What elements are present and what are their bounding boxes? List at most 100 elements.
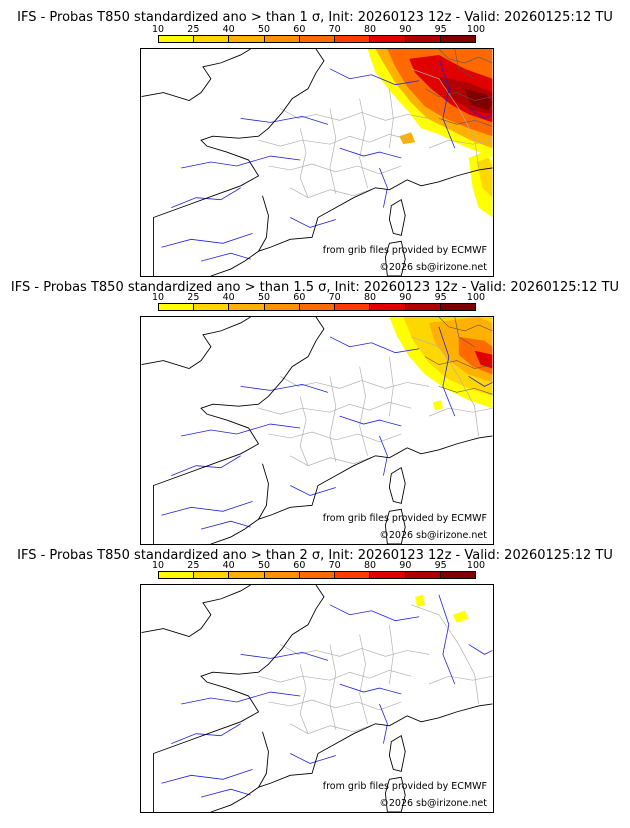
river xyxy=(161,768,253,784)
isoline xyxy=(438,49,493,64)
isoline xyxy=(454,317,475,347)
river xyxy=(438,326,456,417)
region-border xyxy=(299,128,309,198)
colorbar-tick-label: 70 xyxy=(328,560,341,571)
colorbar-segment xyxy=(299,36,336,42)
coastline-corsica xyxy=(388,466,406,504)
river xyxy=(200,252,251,262)
probability-area xyxy=(476,158,493,198)
colorbar-segment xyxy=(335,304,371,310)
region-border xyxy=(290,723,376,735)
coastline xyxy=(210,786,259,812)
region-border xyxy=(329,644,337,730)
region-border xyxy=(280,108,430,121)
region-border xyxy=(411,604,479,704)
colorbar-tick-label: 25 xyxy=(187,24,200,35)
colorbar-tick-label: 90 xyxy=(399,292,412,303)
coastline xyxy=(152,317,325,544)
colorbar-tick-label: 80 xyxy=(363,560,377,571)
isoline xyxy=(424,356,493,369)
copyright-credit: ©2026 sb@irizone.net xyxy=(379,798,487,809)
region-border xyxy=(299,664,309,734)
colorbar-ticks: 10 25 40 50 60 70 80 90 95 100 xyxy=(152,560,485,571)
region-border xyxy=(280,644,430,657)
colorbar-segment xyxy=(159,304,195,310)
river xyxy=(468,644,493,655)
coastline xyxy=(141,585,251,638)
colorbar-tick-label: 40 xyxy=(222,24,235,35)
probability-area xyxy=(399,132,416,145)
river xyxy=(171,455,241,476)
panel-2: IFS - Probas T850 standardized ano > tha… xyxy=(0,270,630,546)
river xyxy=(200,788,251,798)
river xyxy=(181,423,301,437)
colorbar-tick-label: 90 xyxy=(399,24,412,35)
river xyxy=(290,753,336,764)
colorbar-segment xyxy=(194,36,230,42)
river xyxy=(161,232,253,248)
panel-3: IFS - Probas T850 standardized ano > tha… xyxy=(0,538,630,828)
coastline xyxy=(257,435,493,521)
region-border xyxy=(411,336,479,436)
region-border xyxy=(258,669,412,683)
river xyxy=(339,683,402,695)
region-border xyxy=(258,401,412,415)
colorbar-segment xyxy=(370,304,406,310)
colorbar-tick-label: 25 xyxy=(187,560,200,571)
river xyxy=(329,604,420,622)
region-border xyxy=(290,187,376,199)
source-credit: from grib files provided by ECMWF xyxy=(322,245,487,256)
probability-map: from grib files provided by ECMWF ©2026 … xyxy=(140,48,494,277)
colorbar-tick-label: 60 xyxy=(293,24,306,35)
probability-area xyxy=(474,350,493,369)
coastline xyxy=(152,49,325,276)
colorbar-segment xyxy=(194,304,230,310)
region-border xyxy=(428,407,493,417)
region-border xyxy=(268,163,402,175)
coastline xyxy=(152,585,325,812)
colorbar-segment xyxy=(405,572,441,578)
river xyxy=(468,376,493,387)
colorbar-tick-label: 10 xyxy=(151,560,165,571)
colorbar-tick-label: 90 xyxy=(399,560,412,571)
colorbar xyxy=(158,35,476,43)
colorbar-segment xyxy=(370,572,406,578)
river xyxy=(240,651,329,661)
colorbar-tick-label: 60 xyxy=(293,292,306,303)
panel-title: IFS - Probas T850 standardized ano > tha… xyxy=(17,548,613,563)
colorbar-segment xyxy=(229,572,265,578)
coastline-sardinia xyxy=(384,508,406,544)
coastline xyxy=(210,250,259,276)
colorbar-segment xyxy=(370,36,406,42)
river xyxy=(329,68,420,86)
river xyxy=(438,594,456,685)
probability-map: from grib files provided by ECMWF ©2026 … xyxy=(140,584,494,813)
region-border xyxy=(359,98,368,188)
colorbar-tick-label: 50 xyxy=(257,292,271,303)
coastline xyxy=(257,167,493,253)
colorbar-segment xyxy=(299,304,336,310)
colorbar-tick-label: 95 xyxy=(434,560,447,571)
colorbar-segment xyxy=(194,572,230,578)
region-border xyxy=(428,139,493,149)
region-border xyxy=(411,68,479,168)
copyright-credit: ©2026 sb@irizone.net xyxy=(379,262,487,273)
region-border xyxy=(389,356,394,417)
colorbar-segment xyxy=(440,36,475,42)
river xyxy=(181,691,301,705)
colorbar-tick-label: 40 xyxy=(222,292,235,303)
coastline xyxy=(210,518,259,544)
colorbar-ticks: 10 25 40 50 60 70 80 90 95 100 xyxy=(152,24,485,35)
region-border xyxy=(280,376,430,389)
region-border xyxy=(268,699,402,711)
colorbar-tick-label: 95 xyxy=(434,24,447,35)
isoline xyxy=(438,386,493,395)
region-border xyxy=(428,675,493,685)
river xyxy=(339,415,402,427)
river xyxy=(171,187,241,208)
colorbar-segment xyxy=(335,572,371,578)
probability-area xyxy=(452,610,469,623)
isoline xyxy=(454,49,475,79)
source-credit: from grib files provided by ECMWF xyxy=(322,781,487,792)
colorbar-segment xyxy=(229,36,265,42)
